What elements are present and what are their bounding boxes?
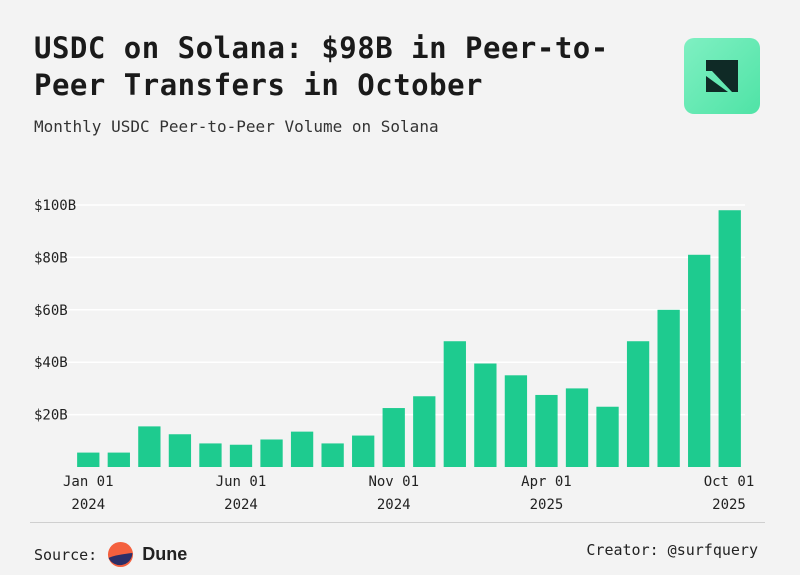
x-tick-label-year: 2024 [377,497,411,513]
x-tick-label-year: 2025 [530,497,564,513]
bar [77,452,100,467]
source-label: Source: [34,545,98,564]
bar [352,435,375,467]
bar [260,439,283,467]
x-tick-label: Oct 01 [704,474,755,490]
chart-title: USDC on Solana: $98B in Peer-to- Peer Tr… [34,30,654,104]
bar [168,434,192,467]
bar [107,452,130,467]
chart-title-line-1: USDC on Solana: $98B in Peer-to- [34,31,609,65]
creator-credit: Creator: @surfquery [586,541,758,559]
x-tick-label: Jan 01 [63,474,114,490]
x-tick-label-year: 2025 [712,497,746,513]
x-tick-label: Apr 01 [521,474,572,490]
y-tick-label: $40B [34,355,68,371]
chart-subtitle: Monthly USDC Peer-to-Peer Volume on Sola… [34,117,439,136]
dune-logo-icon [108,541,134,568]
bar [718,210,741,468]
bar [413,396,436,467]
bar [229,444,253,467]
bar [565,388,589,467]
bar [474,363,497,467]
bar [626,341,650,467]
x-tick-label: Nov 01 [368,474,419,490]
bar-chart: $20B $40B $60B $80B $100B Jan 01 2024 Jun 01 202… [34,198,755,513]
footer-divider [30,522,765,523]
bar [535,394,558,467]
y-tick-label: $80B [34,250,68,266]
y-tick-label: $100B [34,198,76,214]
bar [688,254,711,467]
bar [657,309,680,467]
y-tick-label: $20B [34,408,68,424]
source-attribution: Source: Dune [34,541,187,568]
bar [321,443,344,467]
bar [199,443,222,467]
bar [382,408,405,467]
bar [443,341,466,467]
chart-title-line-2: Peer Transfers in October [34,68,483,102]
source-name: Dune [142,544,188,564]
x-tick-label-year: 2024 [71,497,105,513]
bar [504,375,528,467]
bar [290,431,314,467]
brand-logo-mark-icon [706,60,738,92]
brand-logo-icon [684,38,760,114]
y-tick-label: $60B [34,303,68,319]
bar [596,406,619,467]
x-tick-label: Jun 01 [216,474,267,490]
bar [138,426,161,467]
x-tick-label-year: 2024 [224,497,258,513]
